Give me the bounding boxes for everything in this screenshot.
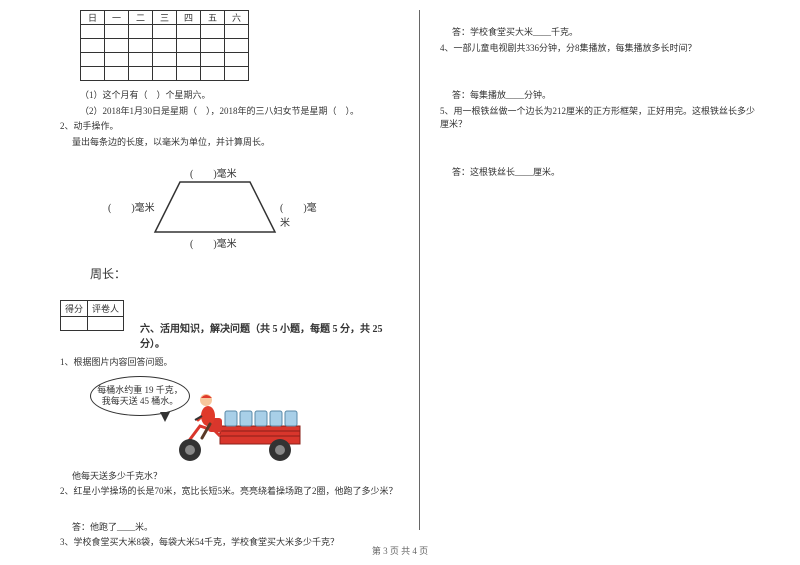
cal-h: 四 [177, 11, 201, 25]
p1-num: 1、根据图片内容回答问题。 [60, 356, 399, 370]
page-footer: 第 3 页 共 4 页 [0, 544, 800, 557]
label-left: ( )毫米 [108, 199, 155, 214]
p4-ans: 答：每集播放____分钟。 [452, 89, 760, 103]
perimeter-label: 周长： [90, 265, 399, 282]
p5: 5、用一根铁丝做一个边长为212厘米的正方形框架，正好用完。这根铁丝长多少厘米？ [440, 105, 760, 132]
q2-text: 量出每条边的长度，以毫米为单位，并计算周长。 [72, 136, 399, 150]
tricycle-figure: 每桶水约重 19 千克， 我每天送 45 桶水。 [90, 376, 320, 466]
label-bottom: ( )毫米 [190, 235, 237, 250]
q2-num: 2、动手操作。 [60, 120, 399, 134]
p4: 4、一部儿童电视剧共336分钟，分8集播放，每集播放多长时间？ [440, 42, 760, 56]
p2: 2、红星小学操场的长是70米，宽比长短5米。亮亮绕着操场跑了2圈，他跑了多少米？ [60, 485, 399, 499]
cal-h: 六 [225, 11, 249, 25]
bubble-l1: 每桶水约重 19 千克， [97, 385, 183, 396]
cal-h: 三 [153, 11, 177, 25]
cal-h: 二 [129, 11, 153, 25]
q1a: （1）这个月有（ ）个星期六。 [80, 89, 399, 103]
cal-h: 日 [81, 11, 105, 25]
label-top: ( )毫米 [190, 165, 237, 180]
cal-h: 一 [105, 11, 129, 25]
p3-ans: 答：学校食堂买大米____千克。 [452, 26, 760, 40]
section6-title: 六、活用知识，解决问题（共 5 小题，每题 5 分，共 25 分）。 [140, 324, 383, 350]
score-h2: 评卷人 [88, 301, 124, 317]
trapezoid-svg [150, 177, 280, 242]
score-box: 得分 评卷人 [60, 300, 124, 331]
score-h1: 得分 [61, 301, 88, 317]
bubble-l2: 我每天送 45 桶水。 [102, 396, 179, 407]
q1b: （2）2018年1月30日是星期（ ），2018年的三八妇女节是星期（ ）。 [80, 105, 399, 119]
speech-bubble: 每桶水约重 19 千克， 我每天送 45 桶水。 [90, 376, 190, 416]
label-right: ( )毫米 [280, 199, 320, 229]
p1-q: 他每天送多少千克水？ [72, 470, 399, 484]
trapezoid-figure: ( )毫米 ( )毫米 ( )毫米 ( )毫米 [100, 157, 320, 257]
cal-h: 五 [201, 11, 225, 25]
bubble-tail [160, 412, 170, 422]
p2-ans: 答：他跑了____米。 [72, 521, 399, 535]
p5-ans: 答：这根铁丝长____厘米。 [452, 166, 760, 180]
calendar-table: 日 一 二 三 四 五 六 [80, 10, 249, 81]
